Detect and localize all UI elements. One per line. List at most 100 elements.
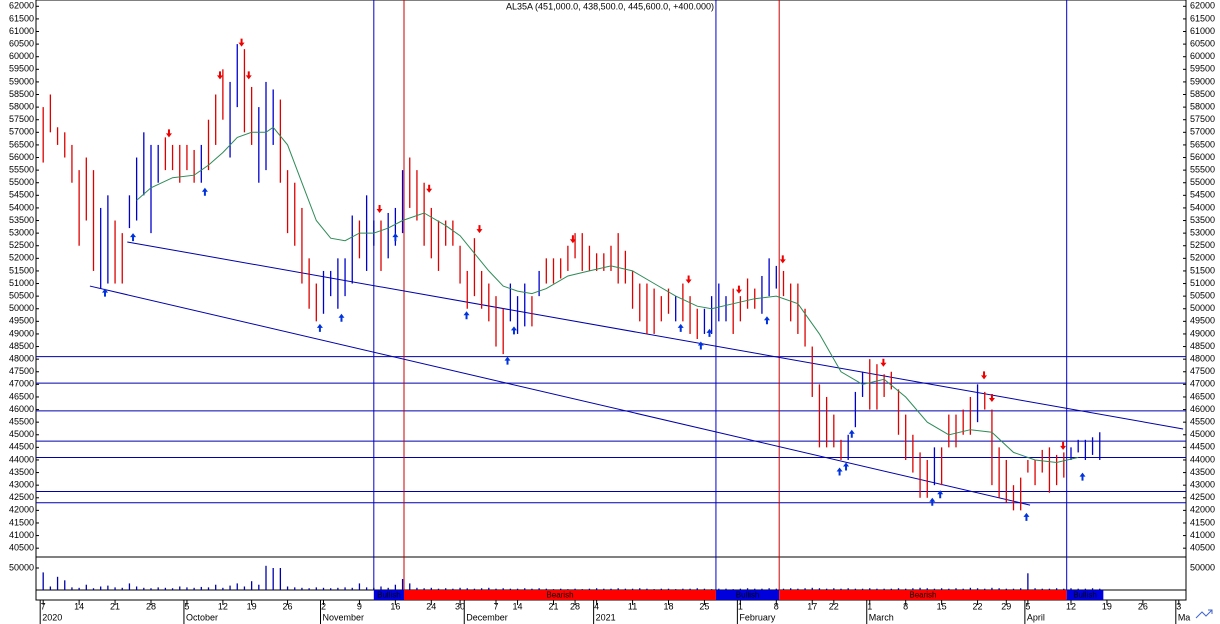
signal-arrow — [376, 204, 383, 213]
y-tick-label: 44500 — [9, 442, 34, 452]
y-tick-label: 53000 — [1190, 228, 1215, 238]
y-tick-label: 58000 — [1190, 101, 1215, 111]
y-tick-label: 51000 — [1190, 278, 1215, 288]
y-tick-label: 43500 — [9, 467, 34, 477]
y-tick-label: 53500 — [1190, 215, 1215, 225]
signal-arrow — [937, 490, 944, 499]
y-tick-label: 55000 — [1190, 177, 1215, 187]
y-tick-label: 46500 — [9, 391, 34, 401]
y-tick-label: 57000 — [1190, 127, 1215, 137]
y-tick-label: 61500 — [1190, 13, 1215, 23]
y-tick-label: 54000 — [1190, 202, 1215, 212]
x-tick-label: 22 — [829, 601, 839, 611]
y-tick-label: 53500 — [9, 215, 34, 225]
y-tick-label: 50000 — [9, 303, 34, 313]
y-tick-label: 54500 — [9, 190, 34, 200]
y-tick-label: 45000 — [9, 429, 34, 439]
signal-arrow — [677, 323, 684, 332]
signal-arrow — [880, 358, 887, 367]
x-tick-label: 28 — [146, 601, 156, 611]
y-tick-label: 56500 — [1190, 139, 1215, 149]
x-tick-label: 5 — [1025, 601, 1030, 611]
y-tick-label: 47000 — [1190, 379, 1215, 389]
signal-arrow — [706, 328, 713, 337]
x-tick-label: 30 — [455, 601, 465, 611]
x-tick-label: 9 — [357, 601, 362, 611]
y-tick-label: 54500 — [1190, 190, 1215, 200]
y-tick-label: 41000 — [1190, 530, 1215, 540]
y-tick-label: 45000 — [1190, 429, 1215, 439]
month-label: November — [323, 612, 365, 622]
y-tick-label: 55500 — [1190, 164, 1215, 174]
y-tick-label: 61500 — [9, 13, 34, 23]
signal-arrow — [735, 285, 742, 294]
y-tick-label: 41000 — [9, 530, 34, 540]
y-tick-label: 42500 — [1190, 492, 1215, 502]
month-label: April — [1027, 612, 1045, 622]
y-tick-label: 49500 — [1190, 316, 1215, 326]
y-tick-label: 62000 — [9, 1, 34, 11]
signal-arrow — [338, 313, 345, 322]
y-tick-label: 43500 — [1190, 467, 1215, 477]
signal-arrow — [836, 467, 843, 476]
y-tick-label: 46500 — [1190, 391, 1215, 401]
regime-band — [404, 590, 716, 600]
x-tick-label: 17 — [807, 601, 817, 611]
signal-arrow — [217, 71, 223, 80]
regime-label: Bearish — [909, 591, 936, 600]
y-tick-label: 44500 — [1190, 442, 1215, 452]
regime-label: Bullish — [377, 591, 401, 600]
y-tick-label: 50500 — [9, 291, 34, 301]
y-tick-label: 59000 — [9, 76, 34, 86]
y-tick-label: 48500 — [1190, 341, 1215, 351]
signal-arrow — [685, 275, 692, 284]
x-tick-label: 3 — [1176, 601, 1181, 611]
y-tick-label: 61000 — [1190, 26, 1215, 36]
y-tick-label: 40500 — [9, 543, 34, 553]
volume-tick-label: 50000 — [9, 562, 34, 572]
y-tick-label: 60000 — [9, 51, 34, 61]
month-label: December — [466, 612, 508, 622]
signal-arrow — [697, 341, 704, 350]
x-tick-label: 25 — [699, 601, 709, 611]
x-tick-label: 12 — [1066, 601, 1076, 611]
y-tick-label: 61000 — [9, 26, 34, 36]
signal-arrow — [1079, 472, 1086, 481]
x-tick-label: 1 — [738, 601, 743, 611]
x-tick-label: 24 — [426, 601, 436, 611]
signal-arrow — [981, 371, 988, 380]
moving-average — [136, 126, 1079, 464]
y-tick-label: 42000 — [9, 505, 34, 515]
month-label: Ma — [1178, 612, 1191, 622]
y-tick-label: 48500 — [9, 341, 34, 351]
y-tick-label: 47000 — [9, 379, 34, 389]
y-tick-label: 48000 — [9, 354, 34, 364]
signal-arrow — [843, 462, 850, 471]
signal-arrow — [463, 311, 470, 320]
x-tick-label: 29 — [1001, 601, 1011, 611]
y-tick-label: 55000 — [9, 177, 34, 187]
y-tick-label: 53000 — [9, 228, 34, 238]
y-tick-label: 42500 — [9, 492, 34, 502]
y-tick-label: 50500 — [1190, 291, 1215, 301]
trendline — [127, 241, 1184, 430]
y-tick-label: 47500 — [1190, 366, 1215, 376]
signal-arrow — [476, 225, 483, 234]
y-tick-label: 43000 — [9, 480, 34, 490]
signal-arrow — [510, 326, 517, 335]
signal-arrow — [392, 233, 399, 242]
y-tick-label: 45500 — [9, 417, 34, 427]
signal-arrow — [316, 323, 323, 332]
chart-title: AL35A (451,000.0, 438,500.0, 445,600.0, … — [506, 1, 714, 11]
month-label: 2020 — [42, 612, 62, 622]
regime-band — [373, 590, 404, 600]
x-tick-label: 2 — [321, 601, 326, 611]
y-tick-label: 56500 — [9, 139, 34, 149]
x-tick-label: 14 — [513, 601, 523, 611]
y-tick-label: 51500 — [9, 265, 34, 275]
signal-arrow — [779, 255, 786, 264]
y-tick-label: 43000 — [1190, 480, 1215, 490]
month-label: October — [186, 612, 218, 622]
